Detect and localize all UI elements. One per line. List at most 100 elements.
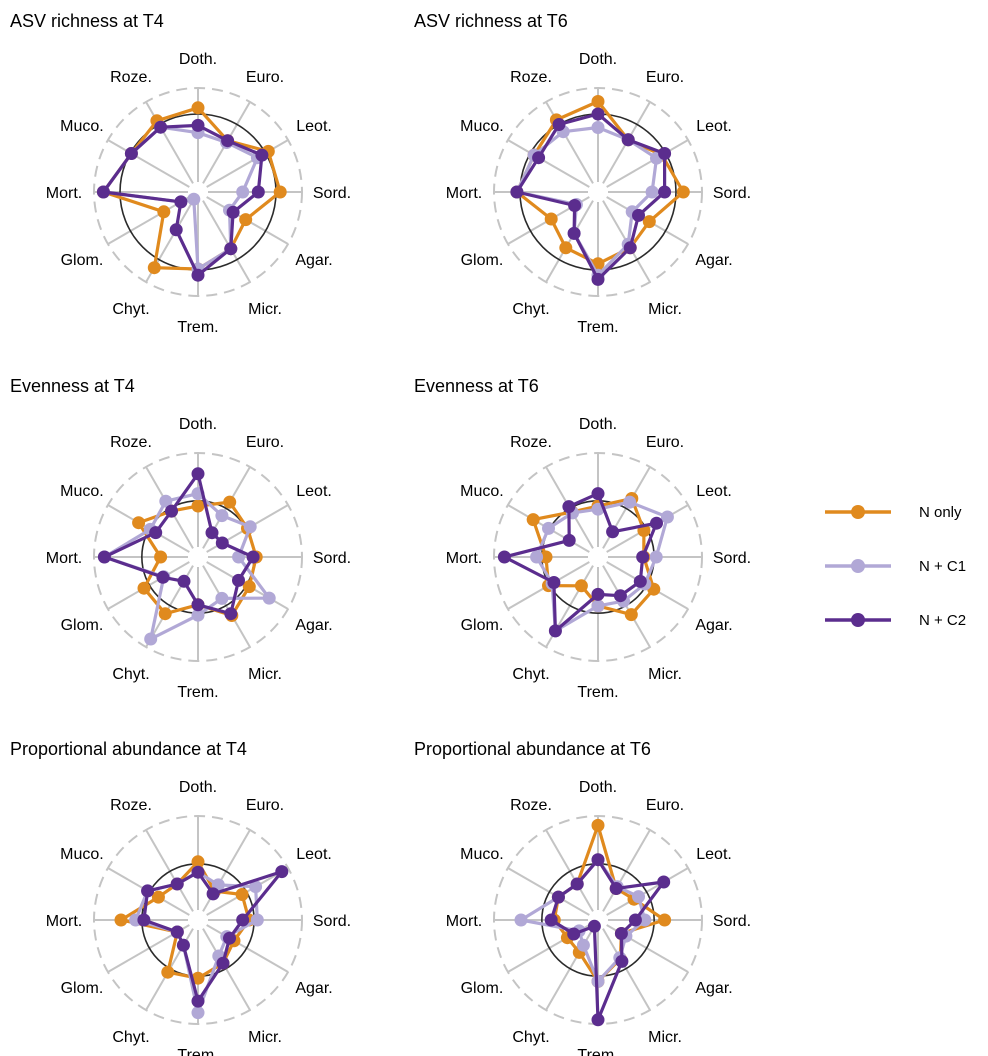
data-point-n-c2 bbox=[191, 467, 205, 481]
data-point-n-c2 bbox=[255, 148, 269, 162]
data-point-n-c2 bbox=[97, 550, 111, 564]
legend-marker-n-only bbox=[851, 505, 865, 519]
data-point-n-c2 bbox=[226, 205, 240, 219]
grid-spoke bbox=[202, 565, 251, 648]
grid-spoke bbox=[202, 928, 251, 1011]
axis-label: Trem. bbox=[177, 684, 218, 701]
data-point-n-c2 bbox=[606, 525, 620, 539]
data-point-n-c1 bbox=[591, 121, 605, 134]
data-point-n-c2 bbox=[570, 877, 584, 891]
data-point-n-c2 bbox=[275, 865, 289, 879]
data-point-n-c1 bbox=[623, 495, 637, 509]
data-point-n-only bbox=[239, 213, 253, 227]
data-point-n-c1 bbox=[632, 890, 645, 904]
axis-label: Micr. bbox=[248, 1029, 282, 1046]
data-point-n-c2 bbox=[191, 994, 205, 1008]
data-point-n-c1 bbox=[187, 192, 201, 206]
data-point-n-only bbox=[154, 550, 168, 564]
data-point-n-c1 bbox=[232, 550, 246, 564]
axis-label: Leot. bbox=[696, 118, 732, 135]
axis-label: Roze. bbox=[110, 69, 152, 86]
axis-label: Glom. bbox=[61, 252, 104, 269]
data-point-n-only bbox=[526, 513, 540, 527]
panel-title: Evenness at T4 bbox=[10, 376, 135, 396]
axis-label: Muco. bbox=[60, 846, 104, 863]
data-point-n-c1 bbox=[159, 494, 173, 508]
axis-label: Agar. bbox=[295, 617, 332, 634]
axis-label: Euro. bbox=[646, 69, 684, 86]
data-point-n-only bbox=[242, 580, 256, 594]
axis-label: Sord. bbox=[313, 550, 351, 567]
axis-label: Trem. bbox=[177, 1047, 218, 1056]
axis-label: Euro. bbox=[246, 434, 284, 451]
data-point-n-c2 bbox=[246, 550, 260, 564]
data-point-n-only bbox=[191, 971, 205, 985]
data-point-n-c2 bbox=[552, 118, 566, 131]
data-point-n-c2 bbox=[169, 223, 183, 237]
radar-panel: Evenness at T4 Doth. Euro. Leot. Sord. Agar. M… bbox=[10, 376, 351, 701]
data-point-n-only bbox=[161, 965, 175, 979]
axis-label: Muco. bbox=[60, 118, 104, 135]
axis-label: Muco. bbox=[460, 846, 504, 863]
radar-panel: Proportional abundance at T4 Doth. Euro. Le… bbox=[10, 739, 351, 1056]
grid-spoke bbox=[545, 829, 594, 912]
axis-label: Mort. bbox=[46, 913, 82, 930]
data-point-n-only bbox=[158, 607, 172, 621]
axis-label: Mort. bbox=[46, 550, 82, 567]
data-point-n-c2 bbox=[650, 516, 663, 530]
data-point-n-c2 bbox=[615, 954, 629, 968]
data-point-n-c2 bbox=[621, 133, 635, 147]
data-point-n-c2 bbox=[205, 526, 219, 540]
data-point-n-c2 bbox=[251, 185, 265, 199]
data-point-n-c2 bbox=[191, 598, 205, 612]
axis-label: Sord. bbox=[713, 913, 751, 930]
axis-label: Muco. bbox=[60, 483, 104, 500]
axis-label: Glom. bbox=[461, 980, 504, 997]
data-point-n-only bbox=[658, 913, 672, 927]
data-point-n-c1 bbox=[530, 550, 544, 564]
grid-spoke bbox=[206, 924, 289, 973]
outer-ring bbox=[93, 452, 303, 662]
data-point-n-c2 bbox=[191, 865, 205, 879]
data-point-n-c2 bbox=[544, 913, 558, 927]
data-point-n-c2 bbox=[591, 1013, 605, 1027]
data-point-n-c2 bbox=[236, 913, 250, 927]
data-point-n-c2 bbox=[223, 931, 236, 945]
axis-label: Roze. bbox=[510, 797, 552, 814]
data-point-n-c2 bbox=[141, 884, 155, 898]
data-point-n-only bbox=[642, 215, 656, 229]
data-point-n-only bbox=[591, 818, 605, 832]
data-point-n-c2 bbox=[636, 550, 650, 564]
axis-label: Euro. bbox=[246, 797, 284, 814]
data-point-n-c2 bbox=[658, 185, 672, 199]
data-point-n-c2 bbox=[567, 927, 581, 941]
panels: ASV richness at T4 Doth. Euro. Leot. Sord. Ag… bbox=[10, 11, 751, 1056]
data-point-n-c2 bbox=[623, 241, 637, 255]
radar-panel: ASV richness at T4 Doth. Euro. Leot. Sord. Ag… bbox=[10, 11, 351, 336]
axis-label: Roze. bbox=[110, 434, 152, 451]
data-point-n-c2 bbox=[156, 570, 170, 584]
axis-label: Chyt. bbox=[112, 666, 149, 683]
data-point-n-c2 bbox=[613, 589, 627, 603]
data-point-n-c2 bbox=[206, 887, 220, 901]
data-point-n-c2 bbox=[591, 272, 605, 286]
axis-label: Mort. bbox=[446, 550, 482, 567]
data-point-n-only bbox=[574, 579, 588, 593]
data-point-n-only bbox=[235, 888, 249, 901]
data-point-n-only bbox=[191, 499, 205, 513]
data-point-n-only bbox=[191, 855, 205, 869]
data-point-n-c1 bbox=[236, 185, 250, 199]
data-point-n-c2 bbox=[215, 536, 229, 550]
legend-label-n-only: N only bbox=[919, 504, 962, 521]
data-point-n-only bbox=[624, 608, 638, 622]
grid-spoke bbox=[507, 867, 590, 916]
data-point-n-c1 bbox=[542, 521, 555, 535]
data-point-n-only bbox=[539, 550, 553, 564]
panel-title: ASV richness at T6 bbox=[414, 11, 568, 31]
data-point-n-c2 bbox=[154, 120, 168, 134]
data-point-n-c1 bbox=[215, 591, 229, 605]
legend-marker-n-c2 bbox=[851, 613, 865, 627]
data-point-n-c1 bbox=[250, 913, 264, 927]
axis-label: Leot. bbox=[296, 846, 332, 863]
data-point-n-c2 bbox=[124, 147, 138, 160]
